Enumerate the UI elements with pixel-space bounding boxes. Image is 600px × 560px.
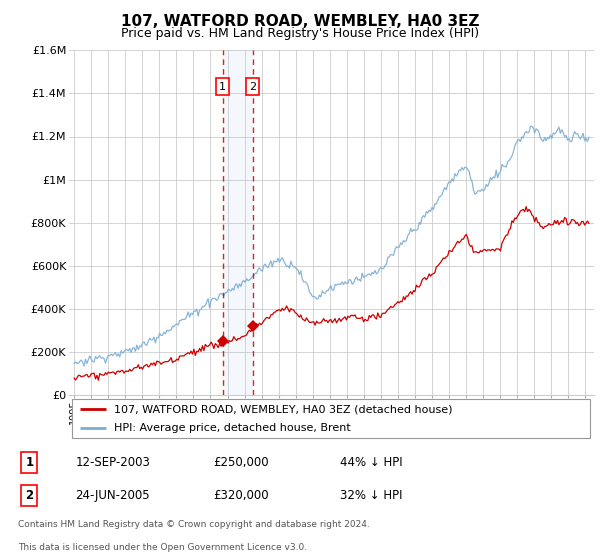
Bar <box>223 50 253 395</box>
Text: 107, WATFORD ROAD, WEMBLEY, HA0 3EZ: 107, WATFORD ROAD, WEMBLEY, HA0 3EZ <box>121 14 479 29</box>
Text: 12-SEP-2003: 12-SEP-2003 <box>76 456 150 469</box>
Text: Price paid vs. HM Land Registry's House Price Index (HPI): Price paid vs. HM Land Registry's House … <box>121 27 479 40</box>
Text: 44% ↓ HPI: 44% ↓ HPI <box>340 456 403 469</box>
Text: 2: 2 <box>249 82 256 92</box>
FancyBboxPatch shape <box>71 399 590 438</box>
Text: 2: 2 <box>25 489 34 502</box>
Text: £320,000: £320,000 <box>214 489 269 502</box>
Text: 32% ↓ HPI: 32% ↓ HPI <box>340 489 403 502</box>
Text: HPI: Average price, detached house, Brent: HPI: Average price, detached house, Bren… <box>113 423 350 433</box>
Text: Contains HM Land Registry data © Crown copyright and database right 2024.: Contains HM Land Registry data © Crown c… <box>18 520 370 529</box>
Text: £250,000: £250,000 <box>214 456 269 469</box>
Text: 1: 1 <box>25 456 34 469</box>
Text: 24-JUN-2005: 24-JUN-2005 <box>76 489 150 502</box>
Text: 107, WATFORD ROAD, WEMBLEY, HA0 3EZ (detached house): 107, WATFORD ROAD, WEMBLEY, HA0 3EZ (det… <box>113 404 452 414</box>
Text: This data is licensed under the Open Government Licence v3.0.: This data is licensed under the Open Gov… <box>18 543 307 552</box>
Text: 1: 1 <box>219 82 226 92</box>
